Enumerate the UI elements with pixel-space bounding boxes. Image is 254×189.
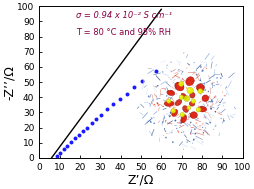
Point — [154, 69, 158, 72]
Point — [99, 113, 103, 116]
Point — [69, 141, 73, 144]
Point — [132, 86, 136, 89]
Point — [125, 92, 129, 95]
Point — [77, 133, 81, 136]
X-axis label: Z’/Ω: Z’/Ω — [128, 173, 154, 186]
Point — [90, 122, 94, 125]
Point — [118, 97, 122, 100]
Point — [85, 126, 89, 129]
Point — [105, 108, 109, 111]
Point — [73, 137, 77, 140]
Point — [81, 130, 85, 133]
Point — [112, 103, 116, 106]
Point — [94, 118, 98, 121]
Y-axis label: -Z’’/Ω: -Z’’/Ω — [3, 65, 16, 100]
Point — [55, 154, 59, 157]
Text: σ = 0.94 x 10⁻² S cm⁻¹: σ = 0.94 x 10⁻² S cm⁻¹ — [76, 11, 172, 20]
Point — [140, 79, 144, 82]
Text: T = 80 °C and 95% RH: T = 80 °C and 95% RH — [76, 28, 171, 36]
Point — [62, 148, 66, 151]
Point — [65, 144, 69, 147]
Point — [58, 151, 62, 154]
